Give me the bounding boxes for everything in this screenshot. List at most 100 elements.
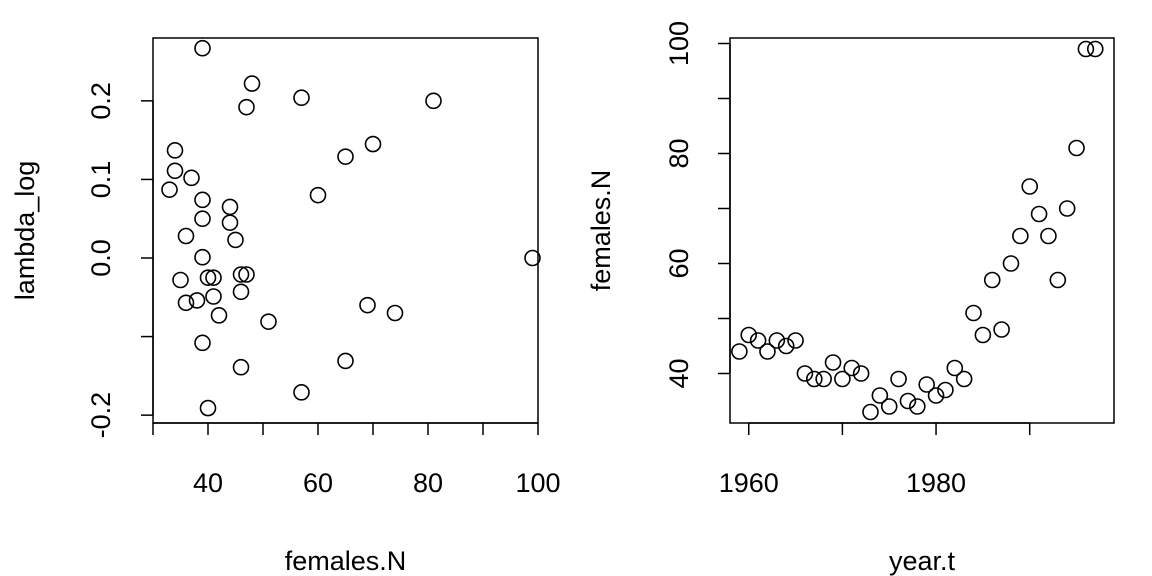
y-tick-label: 0.2 [86,82,116,120]
data-point [364,135,382,153]
data-point [899,392,917,410]
y-tick-label: 80 [664,138,694,168]
data-point [177,227,195,245]
data-point [1030,205,1048,223]
data-point [777,337,795,355]
y-axis-left: -0.2 0.0 0.1 0.2 [86,82,154,439]
data-point [194,210,211,228]
points-right [731,40,1104,421]
data-point [890,370,907,388]
data-point [161,181,178,198]
data-point [927,387,945,404]
data-point [221,214,239,231]
y-tick-label: 60 [664,248,694,278]
data-point [805,370,823,388]
data-point [1086,40,1104,58]
scatter-panel-lambda-vs-females: 40 60 80 100 -0.2 0.0 0.1 0.2 females.N lambda… [10,37,561,576]
data-point [834,370,851,388]
data-point [194,334,211,352]
y-tick-label: 100 [664,21,694,66]
y-axis-label-left: lambda_log [10,161,40,301]
data-point [787,332,804,349]
data-point [983,271,1001,289]
data-point [852,365,870,382]
data-point [965,304,982,322]
y-tick-label: 0.0 [86,239,116,277]
data-point [740,326,758,344]
y-tick-label: -0.2 [86,392,116,439]
x-tick-label: 1980 [906,468,966,498]
x-tick-label: 80 [413,468,443,498]
data-point [425,92,442,110]
data-point [183,169,200,187]
x-axis-left: 40 60 80 100 [152,422,561,498]
x-axis-right: 1960 1980 [719,422,1031,498]
data-point [955,370,973,388]
data-point [238,98,255,116]
data-point [232,358,250,376]
data-point [337,352,354,370]
data-point [227,231,244,249]
data-point [843,359,861,377]
data-point [1058,200,1076,217]
data-point [238,266,255,283]
data-point [194,248,211,266]
data-point [194,191,211,209]
data-point [909,398,926,415]
data-point [386,304,404,322]
data-point [232,283,250,301]
data-point [937,381,954,399]
data-point [205,288,222,305]
x-tick-label: 100 [515,468,560,498]
data-point [205,269,222,286]
data-point [293,384,310,401]
plot-frame-right [729,37,1115,424]
data-point [293,89,310,107]
scatter-panel-females-vs-year: 1960 1980 40 60 80 100 year.t females.N [586,21,1115,576]
data-point [918,376,935,393]
x-axis-label-right: year.t [889,546,956,576]
data-point [1077,40,1095,58]
data-point [1021,178,1039,195]
y-tick-label: 0.1 [86,161,116,199]
data-point [309,186,327,204]
data-point [337,148,354,165]
data-point [221,198,239,216]
data-point [768,332,786,349]
x-tick-label: 60 [303,468,333,498]
x-axis-label-left: females.N [285,546,407,576]
data-point [749,332,767,349]
data-point [194,39,211,57]
x-tick-label: 1960 [719,468,779,498]
data-point [1049,271,1067,289]
data-point [796,365,814,382]
data-point [862,403,879,421]
data-point [199,399,217,417]
data-point [871,387,889,404]
data-point [524,249,541,267]
data-point [210,307,228,324]
y-axis-right: 40 60 80 100 [664,21,731,389]
y-axis-label-right: females.N [586,170,616,292]
x-tick-label: 40 [193,468,223,498]
data-point [188,292,206,309]
data-point [880,398,898,415]
data-point [199,269,217,286]
data-point [1068,139,1085,157]
data-point [1012,227,1029,245]
data-point [232,266,250,283]
data-point [243,75,261,92]
data-point [166,162,184,180]
data-point [166,142,184,159]
data-point [1002,255,1020,272]
data-point [946,359,964,377]
plot-frame-left [152,37,539,424]
data-point [359,296,376,314]
data-point [815,370,832,388]
data-point [974,326,992,344]
data-point [731,343,748,360]
y-tick-label: 40 [664,358,694,388]
data-point [824,354,842,371]
points-left [161,39,541,417]
